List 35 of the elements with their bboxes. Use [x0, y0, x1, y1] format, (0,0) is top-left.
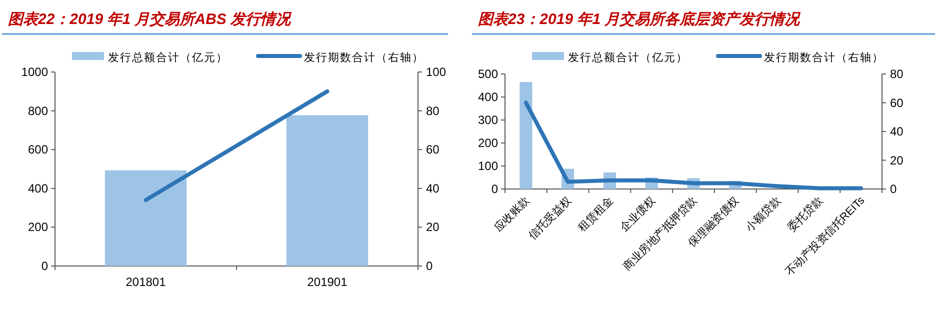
y2-tick-label: 60	[890, 96, 904, 110]
x-tick-label: 201801	[126, 275, 166, 289]
y2-tick-label: 0	[890, 182, 897, 196]
y-tick-label: 400	[28, 181, 48, 196]
line-series	[524, 100, 864, 190]
y-tick-label: 600	[28, 142, 48, 157]
y-tick-label: 400	[478, 90, 498, 104]
x-tick-label: 租赁租金	[576, 194, 616, 234]
y2-tick-label: 80	[426, 104, 440, 118]
y-tick-label: 0	[41, 259, 48, 273]
legend-label: 发行总额合计（亿元）	[568, 51, 688, 64]
y-tick-label: 300	[478, 113, 498, 127]
y2-tick-label: 80	[890, 67, 904, 81]
chart-title: 图表22：2019 年1 月交易所ABS 发行情况	[8, 10, 293, 28]
y2-tick-label: 20	[426, 220, 440, 234]
y-tick-label: 100	[478, 159, 498, 173]
y2-tick-label: 40	[426, 181, 440, 196]
y2-tick-label: 20	[890, 153, 904, 168]
y-tick-label: 200	[478, 136, 498, 150]
y-tick-label: 800	[28, 104, 48, 118]
legend-label: 发行期数合计（右轴）	[304, 51, 424, 64]
y2-tick-label: 40	[890, 124, 904, 138]
y-tick-label: 1000	[21, 65, 48, 79]
y2-tick-label: 100	[426, 65, 446, 79]
y2-tick-label: 60	[426, 142, 440, 157]
y-tick-label: 500	[478, 67, 498, 81]
y-tick-label: 200	[28, 220, 48, 234]
x-tick-label: 小额贷款	[743, 194, 784, 234]
chart-title: 图表23：2019 年1 月交易所各底层资产发行情况	[478, 10, 802, 28]
legend-label: 发行期数合计（右轴）	[764, 51, 884, 64]
bar	[520, 82, 532, 189]
x-tick-label: 201901	[307, 275, 348, 289]
legend-label: 发行总额合计（亿元）	[108, 51, 228, 64]
y2-tick-label: 0	[426, 259, 433, 273]
y-tick-label: 0	[491, 182, 498, 196]
